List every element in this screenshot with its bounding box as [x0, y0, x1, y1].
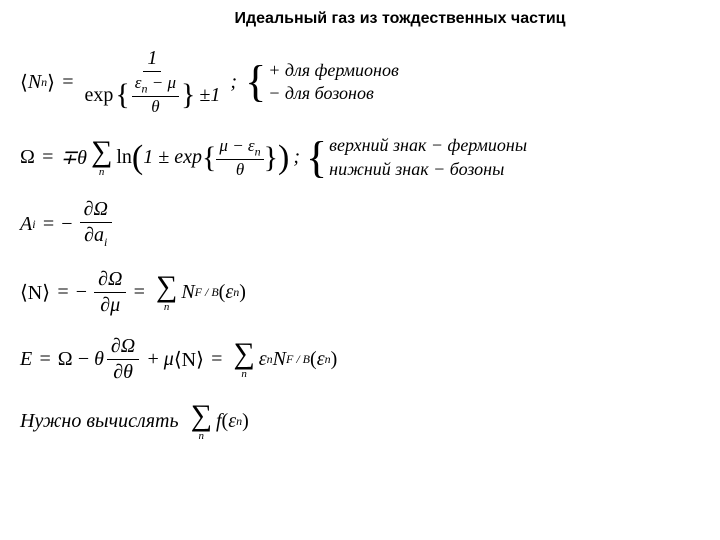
equation-3: Ai = − ∂Ω ∂ai [20, 197, 700, 251]
page-title: Идеальный газ из тождественных частиц [100, 10, 700, 28]
equation-6: Нужно вычислять ∑ n f (εn) [20, 401, 700, 442]
equation-4: ⟨N⟩ = − ∂Ω ∂μ = ∑ n NF / B (εn) [20, 267, 700, 318]
equation-2: Ω = ∓θ ∑ n ln ( 1 ± exp { μ − εn θ } ) ;… [20, 134, 700, 181]
equation-5: E = Ω − θ ∂Ω ∂θ + μ ⟨N⟩ = ∑ n εn NF / B … [20, 334, 700, 385]
equation-1: ⟨Nn⟩ = 1 exp { εn − μ θ } ±1 ; { + для ф… [20, 46, 700, 118]
